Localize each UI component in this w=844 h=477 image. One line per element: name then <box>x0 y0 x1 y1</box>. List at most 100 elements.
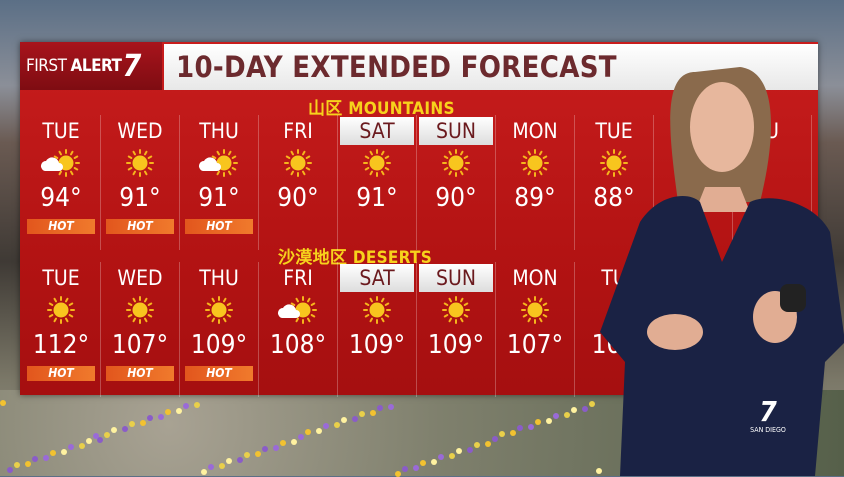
logo-city: SAN DIEGO <box>750 426 786 434</box>
hot-badge: HOT <box>27 219 95 234</box>
label-cn: 沙漠地区 <box>278 248 348 268</box>
weather-icon-slot <box>101 145 179 181</box>
weather-icon-slot <box>259 145 337 181</box>
weather-icon-slot <box>180 145 258 181</box>
flower <box>535 419 541 425</box>
flower <box>280 440 286 446</box>
hot-badge: HOT <box>106 366 174 381</box>
forecast-day: FRI 108° <box>259 262 338 397</box>
day-label: FRI <box>283 119 313 143</box>
flower <box>510 430 516 436</box>
flower <box>25 461 31 467</box>
sun-icon <box>126 296 154 324</box>
forecast-day: MON 107° <box>496 262 575 397</box>
flower <box>564 412 570 418</box>
flower <box>377 405 383 411</box>
flower <box>316 428 322 434</box>
flower <box>291 439 297 445</box>
flower <box>370 410 376 416</box>
flower <box>323 423 329 429</box>
flower <box>499 431 505 437</box>
flower <box>176 408 182 414</box>
weather-icon-slot <box>22 145 100 181</box>
temperature: 109° <box>348 330 406 360</box>
flower <box>273 445 279 451</box>
flower <box>0 400 6 406</box>
flower <box>68 444 74 450</box>
day-label: THU <box>199 119 239 143</box>
forecast-day: SAT 91° <box>338 115 417 250</box>
forecast-day: SUN 90° <box>417 115 496 250</box>
temperature: 94° <box>40 183 82 213</box>
flower <box>43 455 49 461</box>
temperature: 107° <box>111 330 169 360</box>
flower <box>201 469 207 475</box>
flower <box>244 452 250 458</box>
flower <box>528 424 534 430</box>
forecast-day: SUN 109° <box>417 262 496 397</box>
day-label: SUN <box>419 117 493 145</box>
day-label: TUE <box>42 266 80 290</box>
flower <box>7 467 13 473</box>
flower <box>341 417 347 423</box>
weather-icon-slot <box>22 292 100 328</box>
temperature: 90° <box>435 183 477 213</box>
flower <box>50 450 56 456</box>
forecast-day: WED 91° HOT <box>101 115 180 250</box>
label-en: MOUNTAINS <box>348 99 455 119</box>
flower <box>485 441 491 447</box>
flower <box>97 437 103 443</box>
flower <box>571 407 577 413</box>
logo-channel: 7 <box>759 395 777 428</box>
flower <box>474 442 480 448</box>
flower <box>334 422 340 428</box>
hot-badge: HOT <box>27 366 95 381</box>
flower <box>517 425 523 431</box>
flower <box>219 463 225 469</box>
flower <box>467 447 473 453</box>
flower <box>158 414 164 420</box>
sun-icon <box>521 149 549 177</box>
label-en: DESERTS <box>352 248 433 268</box>
forecast-day: SAT 109° <box>338 262 417 397</box>
flower <box>79 443 85 449</box>
temperature: 109° <box>190 330 248 360</box>
sun-icon <box>363 296 391 324</box>
sun-icon <box>600 149 628 177</box>
flower <box>402 466 408 472</box>
weather-icon-slot <box>575 145 653 181</box>
flower <box>183 403 189 409</box>
forecast-day: FRI 90° <box>259 115 338 250</box>
partly-sunny-icon <box>41 149 80 177</box>
flower <box>111 427 117 433</box>
weather-icon-slot <box>101 292 179 328</box>
temperature: 91° <box>356 183 398 213</box>
sun-icon <box>442 149 470 177</box>
flower <box>86 438 92 444</box>
logo-text: ALERT <box>70 56 122 76</box>
mountains-label: 山区 MOUNTAINS <box>308 94 455 119</box>
sun-icon <box>363 149 391 177</box>
flower <box>255 451 261 457</box>
flower <box>104 432 110 438</box>
label-cn: 山区 <box>308 99 343 119</box>
flower <box>589 401 595 407</box>
flower <box>61 449 67 455</box>
temperature: 89° <box>514 183 556 213</box>
hot-badge: HOT <box>106 219 174 234</box>
forecast-day: MON 89° <box>496 115 575 250</box>
flower <box>456 448 462 454</box>
temperature: 88° <box>593 183 635 213</box>
forecast-day: TUE 88° <box>575 115 654 250</box>
weather-icon-slot <box>417 145 495 181</box>
hot-badge: HOT <box>185 219 253 234</box>
flower <box>93 433 99 439</box>
day-label: SAT <box>340 117 414 145</box>
temperature: 109° <box>427 330 485 360</box>
flower <box>492 436 498 442</box>
flower <box>582 406 588 412</box>
flower <box>147 415 153 421</box>
sun-icon <box>442 296 470 324</box>
hot-badge: HOT <box>185 366 253 381</box>
flower <box>546 418 552 424</box>
